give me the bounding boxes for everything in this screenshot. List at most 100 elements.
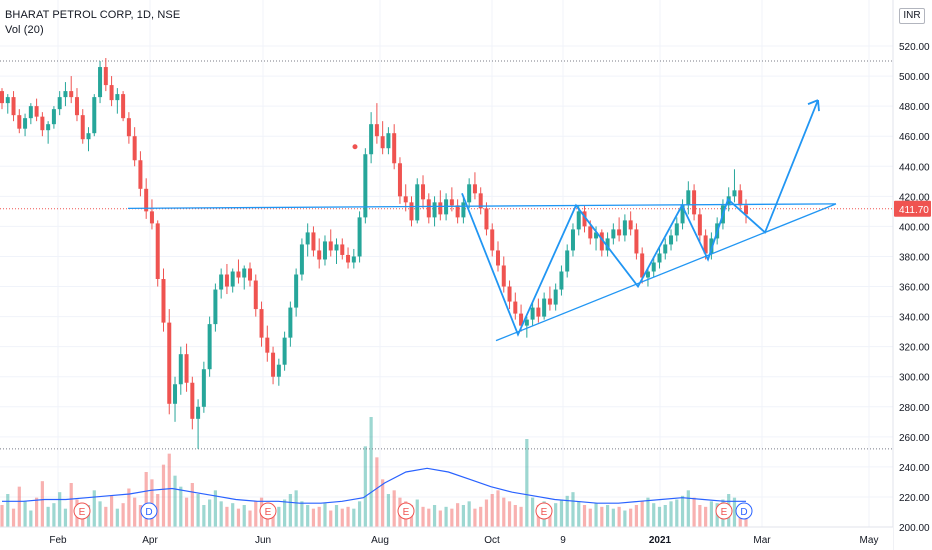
volume-bar: [704, 506, 708, 527]
earnings-marker: E: [715, 502, 733, 520]
candle-body: [599, 232, 604, 251]
candle-body: [92, 97, 97, 134]
volume-ma-line: [2, 467, 746, 504]
price-axis-bg: [893, 0, 932, 550]
volume-bar: [467, 501, 471, 527]
price-tick-label: 460.00: [899, 132, 930, 143]
candle-body: [294, 274, 299, 308]
candle-body: [697, 214, 702, 236]
candle-body: [570, 229, 575, 251]
volume-bar: [381, 479, 385, 527]
volume-bar: [346, 506, 350, 527]
volume-bar: [208, 499, 212, 527]
candle-body: [190, 382, 195, 419]
volume-bar: [657, 506, 662, 527]
candle-body: [173, 384, 178, 404]
event-label: E: [265, 507, 272, 518]
candle-body: [51, 109, 56, 125]
volume-bar: [513, 505, 517, 527]
candle-body: [236, 271, 241, 278]
symbol-title[interactable]: BHARAT PETROL CORP, 1D, NSE: [5, 9, 181, 21]
candle-body: [351, 256, 356, 263]
volume-bar: [254, 501, 258, 527]
volume-bar: [686, 490, 690, 527]
volume-bar: [680, 495, 685, 527]
time-tick-label: Jun: [255, 535, 271, 546]
price-axis[interactable]: 520.00 500.00 480.00 460.00 440.00 420.00 400.…: [892, 0, 932, 550]
price-tick-label: 320.00: [899, 343, 930, 354]
candle-body: [288, 307, 293, 338]
candle-body: [686, 190, 691, 206]
volume-bar: [104, 506, 108, 527]
volume-bar: [144, 472, 148, 527]
volume-bar: [502, 497, 506, 527]
candle-body: [634, 229, 639, 254]
candle-body: [392, 133, 397, 164]
candle-body: [461, 202, 466, 218]
volume-bar: [634, 505, 639, 527]
volume-bar: [23, 501, 27, 527]
volume-bar: [271, 508, 275, 527]
event-label: E: [541, 507, 548, 518]
volume-bar: [629, 508, 633, 527]
candle-body: [299, 244, 304, 275]
time-axis-bg: [0, 527, 893, 550]
candle-body: [651, 262, 656, 272]
candle-body: [230, 271, 235, 287]
grid-lines: [0, 0, 893, 527]
candle-body: [421, 184, 426, 200]
candle-body: [138, 160, 143, 189]
price-tick-label: 220.00: [899, 493, 930, 504]
volume-bar: [663, 505, 667, 527]
candle-body: [259, 309, 264, 338]
candle-body: [432, 202, 437, 218]
candle-body: [201, 369, 206, 407]
currency-badge[interactable]: INR: [899, 8, 925, 24]
earnings-marker: E: [259, 502, 277, 520]
candle-body: [363, 154, 368, 218]
candle-body: [744, 205, 748, 215]
candle-body: [74, 97, 79, 116]
dividend-marker: D: [140, 502, 158, 520]
volume-bar: [300, 501, 304, 527]
volume-bar: [0, 505, 4, 527]
candle-body: [565, 250, 570, 272]
volume-bar: [167, 453, 171, 527]
candle-body: [334, 244, 339, 251]
price-tick-label: 520.00: [899, 42, 930, 53]
candle-body: [669, 235, 674, 245]
volume-bar: [519, 506, 523, 527]
event-label: E: [403, 507, 410, 518]
volume-bar: [554, 503, 558, 527]
candle-body: [709, 238, 714, 254]
candle-body: [69, 91, 74, 98]
candle-body: [98, 67, 103, 98]
volume-bar: [92, 490, 96, 527]
volume-bar: [496, 490, 500, 527]
volume-bar: [334, 505, 339, 527]
volume-bar: [58, 492, 62, 527]
candle-body: [645, 271, 650, 278]
volume-bar: [732, 497, 737, 527]
event-label: E: [721, 507, 728, 518]
candle-body: [184, 354, 189, 383]
volume-bar: [646, 497, 650, 527]
candle-body: [178, 354, 183, 385]
candle-body: [449, 199, 454, 206]
time-axis[interactable]: Feb Apr Jun Aug Oct 9 2021 Mar May: [0, 526, 893, 550]
volume-bar: [288, 494, 292, 527]
volume-bar: [213, 490, 217, 527]
event-circle: [735, 502, 753, 520]
candle-body: [63, 91, 68, 98]
volume-indicator-title[interactable]: Vol (20): [5, 24, 44, 36]
price-tick-label: 400.00: [899, 222, 930, 233]
volume-bar: [669, 501, 673, 527]
candle-body: [426, 199, 431, 218]
price-tick-label: 240.00: [899, 463, 930, 474]
volume-bar: [427, 508, 431, 527]
time-tick-label: Apr: [142, 535, 158, 546]
candle-body: [253, 280, 258, 310]
volume-bar: [484, 499, 489, 527]
candle-body: [628, 220, 633, 230]
